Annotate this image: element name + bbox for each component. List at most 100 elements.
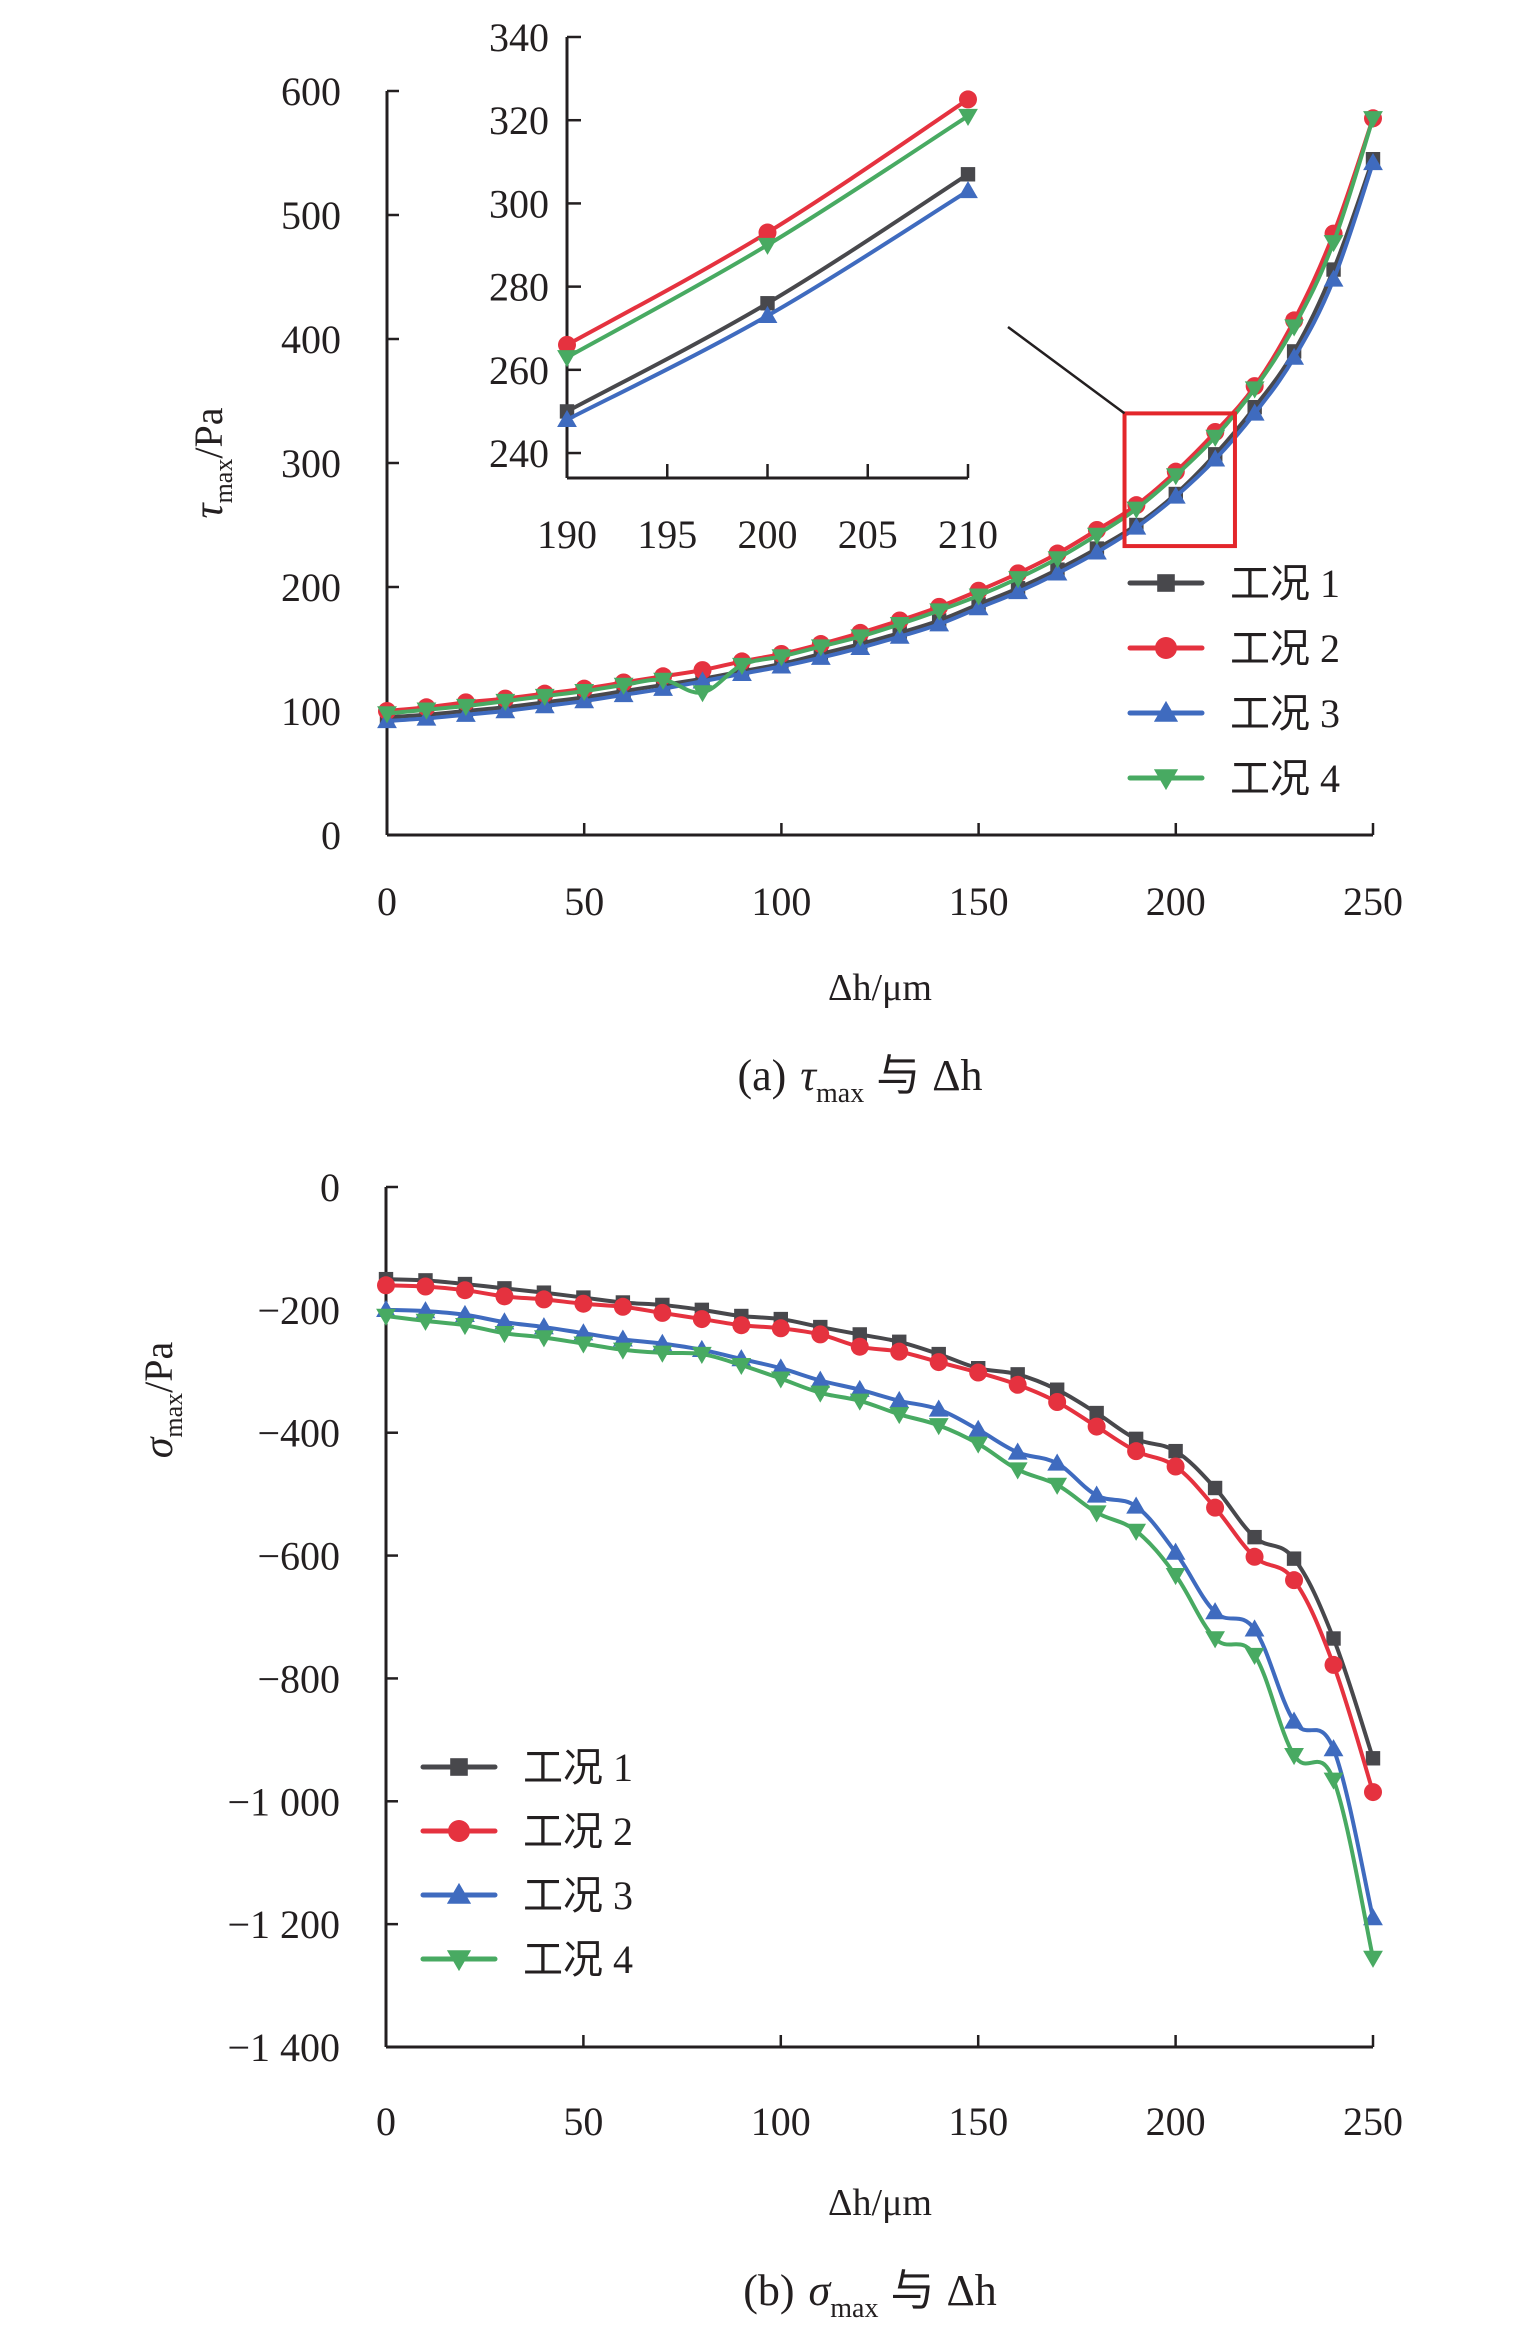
data-point <box>557 350 577 368</box>
x-tick-label: 195 <box>637 512 697 557</box>
caption-prefix: (a) <box>737 1051 786 1100</box>
data-point <box>928 1399 949 1417</box>
data-point <box>968 598 989 616</box>
caption-subscript: max <box>816 1078 864 1109</box>
caption-prefix: (b) <box>743 2266 794 2315</box>
data-point <box>1207 1480 1223 1496</box>
data-point <box>850 629 871 647</box>
data-point <box>534 1290 553 1309</box>
chart-b-sigma-max: 0 50 100 150 200 250 0 −200 −400 −600 −800 −1 000 −… <box>136 1165 1403 2324</box>
data-point <box>1089 1405 1104 1421</box>
data-point <box>732 657 752 676</box>
data-point <box>1168 1443 1183 1459</box>
data-point <box>534 688 555 707</box>
y-tick-label: 600 <box>281 69 341 114</box>
caption-var: Δh <box>932 1051 982 1100</box>
x-tick-label: 200 <box>1146 2099 1206 2144</box>
x-axis-label-text: Δh/μm <box>828 967 932 1009</box>
data-point <box>929 603 950 621</box>
legend-item-4: 工况 4 <box>420 1937 633 1982</box>
chart-b-axes <box>384 1185 1375 2049</box>
data-point <box>1323 235 1344 253</box>
data-point <box>455 698 476 716</box>
chart-b-y-axis-label: σmax/Pa <box>136 1341 188 1458</box>
data-point <box>1126 1496 1147 1514</box>
y-tick-label: −1 400 <box>227 2025 340 2070</box>
data-point <box>1363 153 1383 171</box>
data-point <box>969 1363 988 1382</box>
data-point <box>1247 1529 1262 1545</box>
y-tick-label: 280 <box>489 265 549 310</box>
data-point <box>929 614 950 632</box>
data-point <box>760 296 775 311</box>
data-point <box>1284 1711 1304 1729</box>
series-4 <box>557 108 978 368</box>
legend-marker <box>450 1758 468 1776</box>
data-point <box>849 1379 870 1397</box>
data-point <box>958 181 978 199</box>
data-point <box>732 1316 751 1335</box>
x-axis-label-text: Δh/μm <box>828 2182 932 2224</box>
series-4 <box>376 1308 1383 1968</box>
y-tick-label: −400 <box>257 1411 340 1456</box>
data-point <box>1244 381 1265 399</box>
data-point <box>455 1318 475 1336</box>
data-point <box>771 649 792 667</box>
y-tick-label: 100 <box>281 689 341 734</box>
chart-a-legend: 工况 1 工况 2 工况 3 工况 4 <box>1127 561 1340 801</box>
x-tick-label: 210 <box>938 512 998 557</box>
data-point <box>958 108 978 126</box>
legend-marker <box>446 1882 472 1904</box>
data-point <box>415 1313 436 1331</box>
y-tick-label: 400 <box>281 317 341 362</box>
data-point <box>1206 1498 1225 1517</box>
data-point <box>1126 1523 1147 1541</box>
y-axis-subscript: max <box>159 1393 188 1438</box>
data-point <box>494 1326 515 1344</box>
data-point <box>691 1346 712 1364</box>
data-point <box>1126 501 1147 519</box>
series-3 <box>557 181 978 427</box>
chart-b-y-tick-labels: 0 −200 −400 −600 −800 −1 000 −1 200 −1 400 <box>227 1165 340 2070</box>
legend-label: 工况 3 <box>1230 691 1340 736</box>
legend-item-1: 工况 1 <box>420 1745 633 1790</box>
data-point <box>377 1276 395 1295</box>
x-tick-label: 150 <box>948 2099 1008 2144</box>
data-point <box>1244 1647 1265 1665</box>
chart-a-x-tick-labels: 0 50 100 150 200 250 <box>377 879 1403 924</box>
data-point <box>960 167 976 182</box>
data-point <box>968 1436 989 1454</box>
data-point <box>574 1294 593 1313</box>
data-point <box>534 1330 554 1348</box>
legend-label: 工况 3 <box>523 1873 633 1918</box>
legend-item-3: 工况 3 <box>1127 691 1340 736</box>
inset-y-tick-labels: 240 260 280 300 320 340 <box>489 15 549 476</box>
data-point <box>731 1357 752 1376</box>
y-tick-label: 200 <box>281 565 341 610</box>
data-point <box>1284 1748 1304 1766</box>
legend-label: 工况 1 <box>1230 561 1340 606</box>
inset-background <box>547 27 988 488</box>
data-point <box>1049 1382 1065 1397</box>
data-point <box>1047 1453 1068 1471</box>
caption-symbol: σ <box>809 2266 833 2315</box>
data-point <box>1363 1908 1383 1926</box>
series-line <box>384 1314 1375 1960</box>
y-axis-unit: /Pa <box>136 1341 181 1392</box>
data-point <box>1205 1602 1225 1620</box>
data-point <box>1007 1442 1028 1460</box>
legend-label: 工况 2 <box>523 1809 633 1854</box>
legend-marker <box>446 1950 472 1972</box>
y-tick-label: 500 <box>281 193 341 238</box>
y-tick-label: −600 <box>257 1534 340 1579</box>
caption-symbol: τ <box>800 1051 818 1100</box>
caption-connector: 与 <box>890 2266 934 2315</box>
data-point <box>653 672 673 690</box>
data-point <box>1007 1462 1028 1480</box>
data-point <box>1326 1631 1341 1646</box>
data-point <box>810 1385 831 1403</box>
legend-label: 工况 1 <box>523 1745 633 1790</box>
data-point <box>455 1304 475 1322</box>
